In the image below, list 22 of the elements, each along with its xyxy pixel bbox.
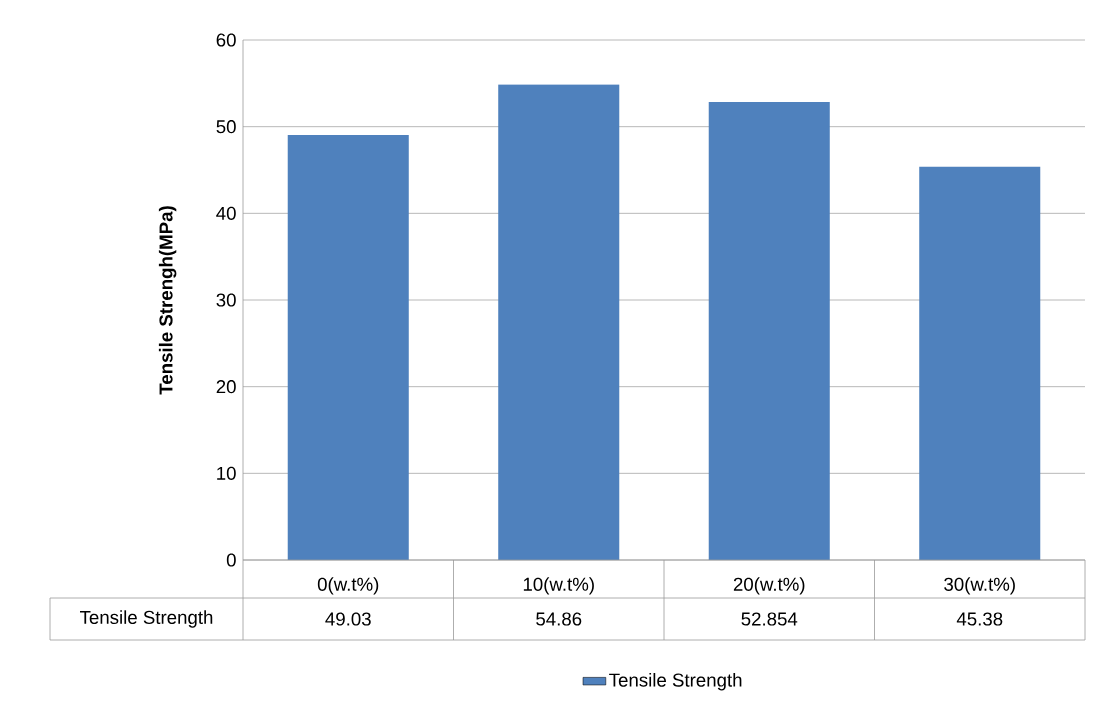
data-label: 52.854 bbox=[741, 612, 798, 626]
x-tick-label: 30(w.t%) bbox=[944, 577, 1015, 595]
data-label: 45.38 bbox=[956, 612, 1003, 626]
legend-label: Tensile Strength bbox=[609, 673, 742, 691]
x-tick-label: 10(w.t%) bbox=[523, 577, 594, 595]
y-tick-label: 60 bbox=[216, 33, 236, 47]
data-label: 49.03 bbox=[325, 612, 371, 626]
y-tick-label: 30 bbox=[216, 293, 236, 307]
y-tick-label: 20 bbox=[216, 380, 236, 394]
y-tick-label: 40 bbox=[216, 206, 236, 220]
y-tick-label: 50 bbox=[216, 120, 236, 134]
data-label: 54.86 bbox=[536, 612, 582, 626]
text: Tensile Strength bbox=[80, 610, 213, 628]
y-tick-label: 0 bbox=[226, 553, 236, 567]
x-tick-label: 20(w.t%) bbox=[733, 577, 805, 595]
bar bbox=[498, 84, 620, 561]
bar bbox=[287, 135, 409, 561]
x-tick-label: 0(w.t%) bbox=[317, 577, 379, 595]
y-tick-label: 10 bbox=[217, 466, 236, 480]
bar bbox=[708, 101, 830, 561]
y-axis-title: Tensile Strengh(MPa) bbox=[158, 206, 177, 395]
bar bbox=[919, 166, 1041, 561]
